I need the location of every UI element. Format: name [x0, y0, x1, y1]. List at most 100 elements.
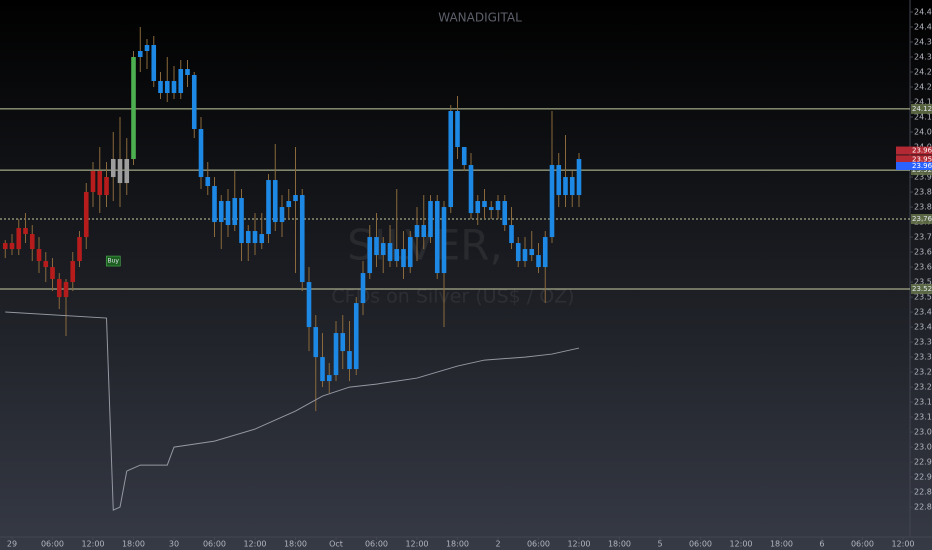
y-tick-label: 24.400	[914, 23, 932, 32]
x-tick-label: 18:00	[770, 540, 793, 549]
candle-body	[23, 228, 28, 235]
candle-body	[56, 279, 62, 298]
candle-body	[542, 237, 548, 268]
x-tick-label: 06:00	[41, 540, 64, 549]
candle-body	[293, 195, 298, 202]
candle-body	[178, 69, 184, 94]
candle-body	[185, 69, 190, 76]
price-tag	[896, 146, 932, 155]
candle-body	[441, 207, 447, 274]
candle-body	[569, 177, 575, 196]
candle-body	[97, 171, 103, 196]
x-tick-label: 12:00	[243, 540, 266, 549]
annotation-label: Buy	[108, 258, 120, 265]
x-tick-label: 06:00	[527, 540, 550, 549]
level-tag	[911, 165, 932, 176]
candle-body	[495, 201, 501, 211]
candle-body	[77, 237, 82, 262]
candle-body	[468, 165, 474, 214]
candle-body	[225, 201, 231, 226]
y-tick-label: 23.500	[914, 293, 932, 302]
candle-body	[36, 249, 42, 262]
candle-body	[286, 201, 292, 208]
y-tick-label: 23.400	[914, 323, 932, 332]
x-tick-label: 12:00	[729, 540, 752, 549]
candle-body	[536, 255, 541, 268]
level-tag	[911, 103, 932, 114]
x-tick-label: 18:00	[122, 540, 145, 549]
x-tick-label: 6	[819, 540, 824, 549]
y-tick-label: 23.150	[914, 398, 932, 407]
candle-body	[360, 273, 366, 304]
candle-body	[380, 243, 386, 256]
y-tick-label: 23.800	[914, 203, 932, 212]
candle-body	[387, 243, 393, 262]
x-tick-label: 2	[495, 540, 500, 549]
candle-body	[313, 327, 319, 358]
candle-body	[455, 111, 460, 148]
candle-body	[448, 111, 454, 208]
candle-body	[509, 225, 514, 244]
candle-body	[272, 180, 278, 223]
y-tick-label: 23.050	[914, 428, 932, 437]
x-tick-label: 5	[657, 540, 662, 549]
candle-body	[482, 201, 487, 208]
candle-body	[563, 177, 568, 196]
candle-body	[428, 201, 433, 238]
candle-body	[218, 201, 224, 223]
x-tick-label: 18:00	[284, 540, 307, 549]
candle-body	[110, 159, 116, 178]
candle-body	[239, 198, 244, 244]
candle-body	[461, 147, 467, 166]
price-tag	[896, 162, 932, 171]
level-tag	[911, 283, 932, 294]
candle-body	[83, 192, 89, 238]
x-tick-label: 12:00	[567, 540, 590, 549]
candle-body	[488, 207, 494, 211]
candle-body	[502, 201, 508, 226]
x-tick-label: 06:00	[689, 540, 712, 549]
candle-body	[171, 81, 177, 94]
price-tag-label: 23.960	[912, 162, 932, 170]
x-tick-label: Oct	[329, 540, 343, 549]
y-tick-label: 24.350	[914, 38, 932, 47]
y-tick-label: 22.900	[914, 473, 932, 482]
level-tag	[911, 214, 932, 225]
level-label: 23.527	[912, 285, 932, 293]
x-tick-label: 12:00	[81, 540, 104, 549]
y-tick-label: 23.350	[914, 338, 932, 347]
candle-body	[245, 231, 251, 244]
candle-body	[205, 177, 211, 187]
candle-body	[43, 261, 49, 268]
candle-body	[63, 282, 69, 298]
price-tag-label: 23.965	[912, 147, 932, 155]
level-label: 23.760	[912, 215, 932, 223]
candle-body	[151, 45, 157, 82]
candle-body	[191, 75, 197, 130]
y-tick-label: 23.600	[914, 263, 932, 272]
candle-body	[434, 201, 440, 274]
candle-body	[16, 228, 22, 250]
candle-body	[70, 261, 76, 283]
y-tick-label: 23.100	[914, 413, 932, 422]
candle-body	[529, 249, 535, 256]
candle-body	[401, 249, 406, 268]
y-tick-label: 22.950	[914, 458, 932, 467]
candle-body	[515, 243, 521, 262]
candle-body	[279, 207, 285, 223]
candle-body	[576, 159, 582, 196]
candle-body	[9, 243, 15, 250]
candle-body	[266, 180, 271, 235]
y-tick-label: 22.800	[914, 503, 932, 512]
y-tick-label: 23.200	[914, 383, 932, 392]
candle-body	[320, 357, 325, 382]
price-tag-label: 23.959	[912, 155, 932, 163]
candle-body	[131, 57, 136, 160]
candle-body	[414, 225, 420, 238]
candle-body	[90, 171, 96, 193]
candle-body	[326, 375, 332, 382]
x-tick-label: 18:00	[446, 540, 469, 549]
y-tick-label: 23.550	[914, 278, 932, 287]
